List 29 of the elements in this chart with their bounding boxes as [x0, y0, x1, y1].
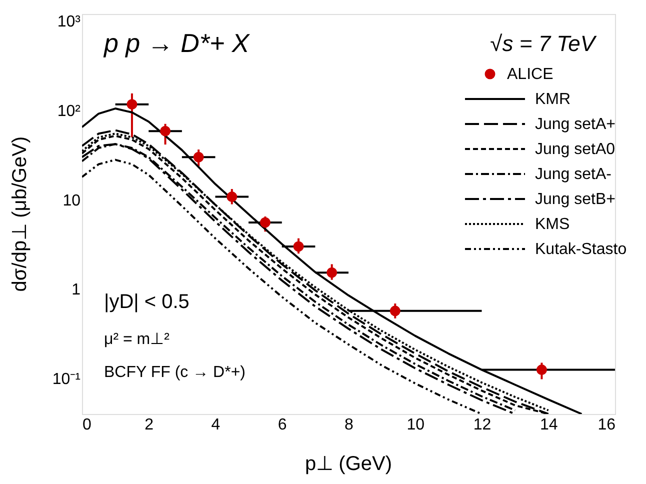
annotation: p p → D*+ X	[103, 28, 251, 58]
x-tick-label: 4	[211, 416, 220, 434]
x-tick-label: 16	[598, 416, 616, 434]
annotation: μ² = m⊥²	[104, 331, 170, 348]
x-tick-label: 14	[540, 416, 558, 434]
x-tick-label: 12	[473, 416, 492, 434]
legend-label: Jung setA0	[535, 141, 616, 158]
legend-label: KMS	[535, 216, 570, 233]
annotation: |yD| < 0.5	[104, 291, 190, 313]
legend-label: Jung setA+	[535, 116, 616, 133]
legend-label: KMR	[535, 91, 571, 108]
legend-label: Kutak-Stasto	[535, 241, 627, 258]
y-tick-label: 10⁻¹	[52, 370, 80, 388]
annotation: BCFY FF (c → D*+)	[104, 364, 246, 381]
x-tick-label: 10	[406, 416, 425, 434]
y-tick-label: 10	[62, 192, 81, 210]
x-axis-title: p⊥ (GeV)	[304, 453, 392, 475]
x-tick-label: 6	[278, 416, 287, 434]
legend-label: Jung setB+	[535, 191, 616, 208]
x-tick-label: 8	[344, 416, 354, 434]
annotation: √s = 7 TeV	[490, 31, 598, 56]
y-tick-label: 1	[72, 282, 81, 299]
y-tick-label: 10³	[57, 14, 82, 31]
x-tick-label: 2	[144, 416, 154, 434]
x-tick-label: 0	[82, 416, 92, 434]
legend-label: Jung setA-	[535, 166, 612, 183]
legend-label: ALICE	[507, 66, 554, 83]
y-axis-title: dσ/dp⊥ (μb/GeV)	[9, 136, 31, 292]
y-tick-label: 10²	[57, 102, 82, 120]
